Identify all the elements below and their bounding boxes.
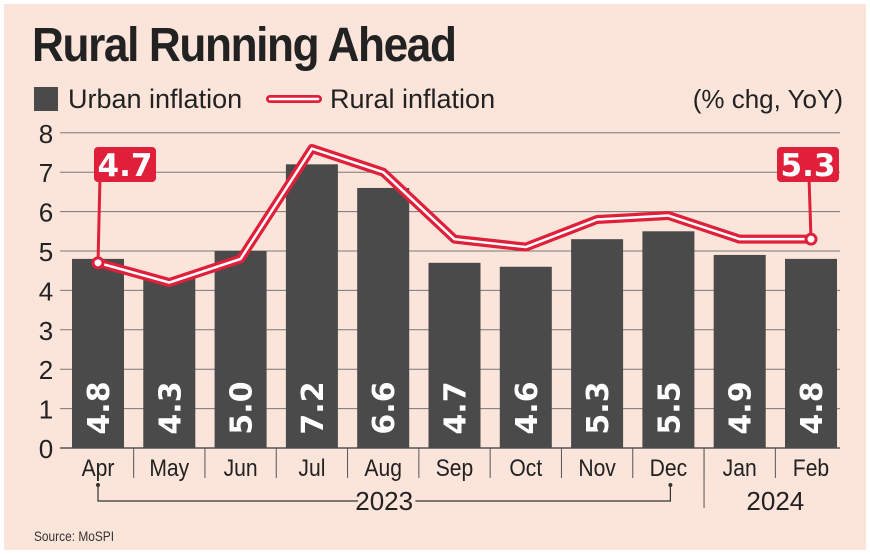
y-tick-label: 5 (39, 237, 53, 267)
rural-line (93, 144, 816, 288)
year-bracket-2023 (97, 485, 671, 502)
bar-value-label: 4.6 (510, 381, 545, 434)
bar-nov (571, 239, 624, 448)
rural-point-marker (91, 256, 105, 270)
chart-container: Rural Running Ahead Urban inflation Rural… (4, 4, 866, 550)
x-tick-label: Aug (364, 455, 402, 482)
bar-value-label: 4.8 (82, 381, 117, 434)
x-tick-label: Jan (723, 455, 757, 482)
rural-line-inner (96, 147, 813, 284)
x-tick-label: Sep (436, 455, 474, 482)
unit-note: (% chg, YoY) (693, 84, 843, 114)
year-label-2024: 2024 (746, 486, 804, 516)
y-tick-label: 0 (39, 434, 53, 464)
x-tick-label: Dec (650, 455, 688, 482)
bar-dec (642, 231, 695, 448)
x-tick-label: Jun (224, 455, 258, 482)
bar-aug (357, 187, 410, 448)
callout-box (777, 147, 839, 182)
legend-rural-label: Rural inflation (330, 84, 495, 114)
bar-value-label: 5.3 (581, 381, 616, 434)
x-tick-label: Apr (82, 455, 115, 482)
bracket-dot (668, 483, 673, 487)
legend-urban-label: Urban inflation (68, 84, 242, 114)
callout-box (94, 147, 156, 182)
bar-feb (785, 258, 837, 448)
callout-label: 4.7 (98, 148, 153, 184)
year-label-2023: 2023 (355, 486, 413, 516)
x-tick-label: Feb (793, 455, 829, 482)
chart-title: Rural Running Ahead (32, 19, 457, 72)
source-note: Source: MoSPI (34, 528, 115, 544)
bar-value-label: 4.3 (153, 381, 188, 434)
callout-label: 5.3 (781, 148, 836, 184)
bar-jan (713, 254, 766, 448)
bar-value-label: 5.5 (652, 381, 687, 434)
x-tick-label: Jul (298, 455, 325, 482)
y-tick-label: 7 (39, 158, 53, 188)
legend-urban-swatch (34, 87, 58, 111)
x-tick-label: Nov (578, 455, 616, 482)
bar-jun (214, 251, 267, 448)
bar-jul (285, 164, 338, 448)
y-tick-label: 8 (39, 119, 53, 149)
x-tick-label: Oct (509, 455, 543, 482)
y-tick-label: 1 (39, 395, 53, 425)
bar-may (143, 278, 196, 448)
bar-sep (428, 262, 481, 448)
bar-value-label: 4.8 (795, 381, 830, 434)
bar-value-label: 4.7 (439, 381, 474, 434)
bar-oct (499, 266, 552, 448)
bar-value-label: 5.0 (225, 381, 260, 434)
x-tick-label: May (149, 455, 190, 482)
rural-point-marker (804, 232, 818, 246)
chart-svg: Urban inflation Rural inflation (% chg, Yo… (34, 84, 843, 516)
bar-value-label: 6.6 (367, 381, 402, 434)
y-tick-label: 6 (39, 198, 53, 228)
bar-value-label: 7.2 (296, 381, 331, 434)
callout-pointer (807, 176, 813, 240)
callout-pointer (96, 176, 102, 263)
bracket-dot (96, 483, 100, 487)
y-tick-label: 2 (39, 355, 53, 385)
bar-apr (72, 258, 124, 448)
y-tick-label: 3 (39, 316, 53, 346)
bar-value-label: 4.9 (724, 381, 759, 434)
y-tick-label: 4 (39, 276, 53, 306)
